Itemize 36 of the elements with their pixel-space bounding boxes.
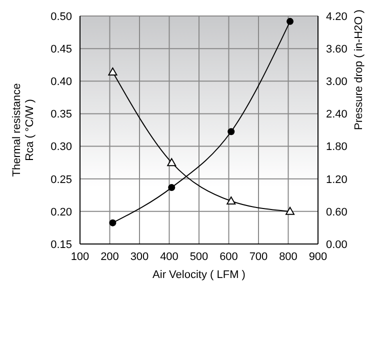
x-tick-label: 400 <box>160 250 178 263</box>
y-axis-title: Thermal resistance Rca ( °C/W ) <box>11 83 36 177</box>
x-tick-label: 500 <box>190 250 208 263</box>
point <box>286 206 295 215</box>
y2-tick-label: 1.20 <box>326 174 348 186</box>
x-tick-label: 100 <box>70 250 90 263</box>
x-tick-label: 300 <box>130 250 149 263</box>
point <box>168 184 176 192</box>
y-tick-label: 0.30 <box>50 141 72 154</box>
x-tick-label: 600 <box>220 250 238 263</box>
y-tick-label: 0.45 <box>50 43 72 56</box>
y-tick-label: 0.25 <box>50 174 72 186</box>
x-tick-label: 700 <box>249 250 268 263</box>
point <box>109 219 116 226</box>
y2-tick-label: 3.60 <box>326 43 348 56</box>
y2-tick-label: 3.00 <box>326 76 348 88</box>
x-tick-label: 900 <box>308 250 328 263</box>
y-tick-label: 0.40 <box>50 76 72 88</box>
point <box>167 158 176 166</box>
point <box>228 128 235 136</box>
y2-tick-label: 4.20 <box>326 10 348 23</box>
y2-tick-label: 0.60 <box>326 206 348 218</box>
y-tick-label: 0.15 <box>50 238 72 251</box>
y2-tick-label: 0.00 <box>326 238 348 251</box>
x-tick-label: 800 <box>279 250 298 263</box>
y2-axis-title: Pressure drop ( in-H2O ) <box>352 10 365 130</box>
y2-tick-label: 2.40 <box>326 108 348 121</box>
y-tick-label: 0.20 <box>50 206 72 218</box>
x-axis-title: Air Velocity ( LFM ) <box>152 269 246 281</box>
y-tick-label: 0.50 <box>50 10 72 23</box>
x-tick-label: 200 <box>100 250 119 263</box>
point <box>286 18 294 25</box>
y-tick-label: 0.35 <box>50 108 72 121</box>
point <box>108 68 118 76</box>
y2-tick-label: 1.80 <box>326 141 348 154</box>
point <box>226 196 236 205</box>
